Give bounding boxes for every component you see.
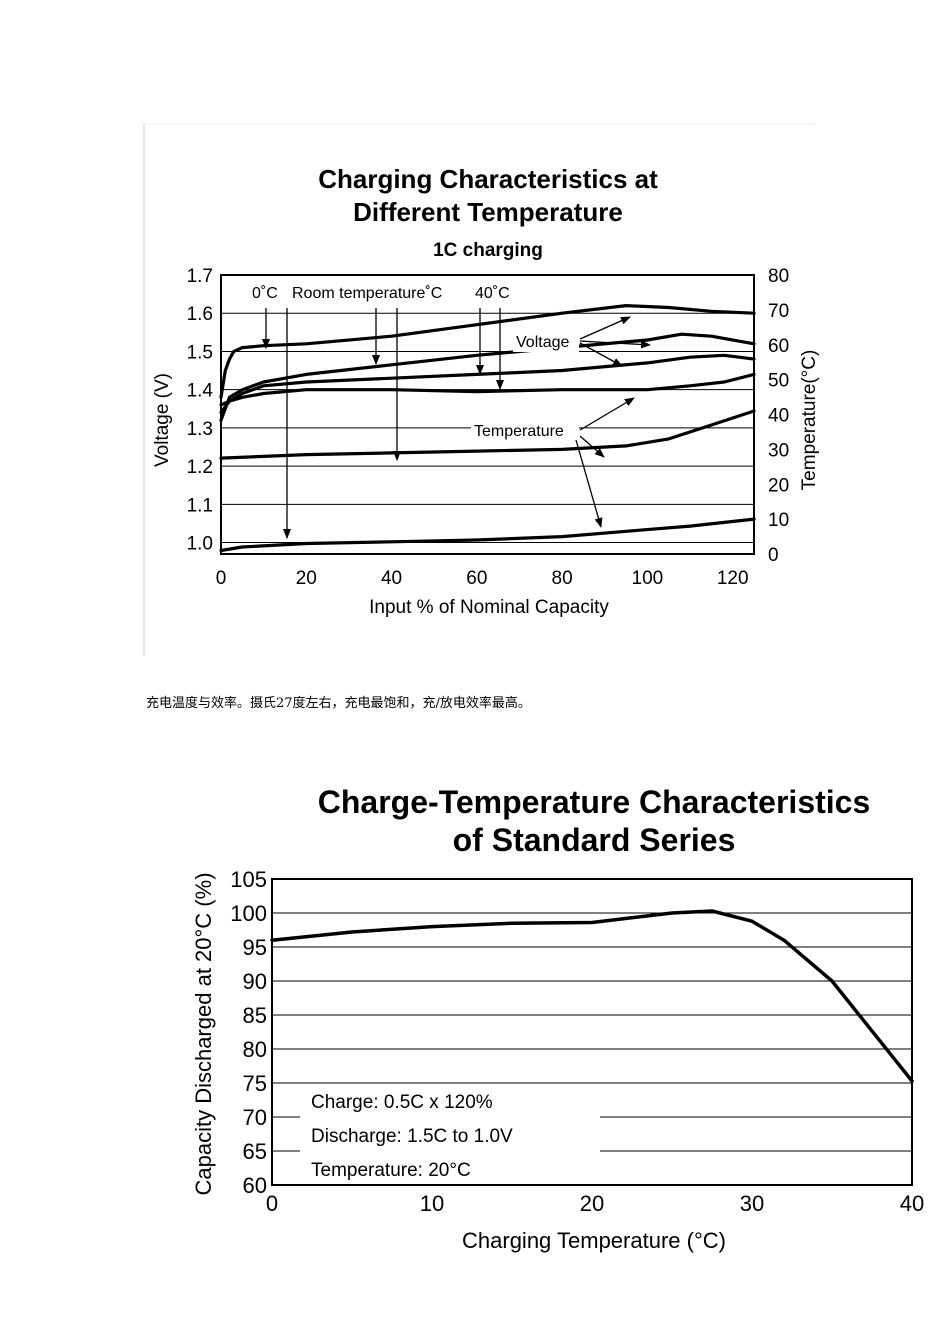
annotation-room-temp: Room temperature˚C xyxy=(292,285,442,302)
chart2-series-group xyxy=(270,909,914,1083)
chart2-legend-entry: Temperature: 20°C xyxy=(311,1160,471,1181)
annotation-40c: 40˚C xyxy=(475,285,510,302)
arrow-temperature-1 xyxy=(579,397,635,431)
chart1-plot-area xyxy=(220,274,755,555)
chart1-y-tick-label: 1.0 xyxy=(187,534,213,555)
arrow-temperature-2 xyxy=(579,435,605,458)
chart2-y-axis: 105 100 95 90 85 80 75 70 65 60 xyxy=(230,867,267,1198)
chart2-y-tick-label: 65 xyxy=(243,1139,267,1164)
chart1-series-line-2 xyxy=(219,353,756,415)
chart1-series-line-5 xyxy=(219,517,756,553)
chart1-x-tick-label: 60 xyxy=(466,568,487,589)
chart1-y2-tick-label: 10 xyxy=(768,510,789,531)
chart1-y-tick-label: 1.7 xyxy=(187,266,213,287)
chart2-y-tick-label: 80 xyxy=(243,1037,267,1062)
chart1-series-group xyxy=(219,304,756,553)
chart2-y-tick-label: 95 xyxy=(243,935,267,960)
chart2-title-line2: of Standard Series xyxy=(453,822,736,858)
chart1-x-axis-label: Input % of Nominal Capacity xyxy=(369,597,609,618)
chart2-y-tick-label: 90 xyxy=(243,969,267,994)
chart2-y-tick-label: 70 xyxy=(243,1105,267,1130)
chart1-y2-tick-label: 20 xyxy=(768,475,789,496)
chart2-x-tick-label: 30 xyxy=(740,1191,764,1216)
annotation-0c: 0˚C xyxy=(252,285,278,302)
chart1-y2-axis-label: Temperature(°C) xyxy=(799,350,820,491)
chart2-y-axis-label: Capacity Discharged at 20°C (%) xyxy=(191,872,216,1195)
chart2-y-tick-label: 100 xyxy=(230,901,267,926)
chart1-y-axis-label: Voltage (V) xyxy=(152,373,173,467)
chart2-y-tick-label: 60 xyxy=(243,1173,267,1198)
chart-caption: 充电温度与效率。摄氏27度左右，充电最饱和，充/放电效率最高。 xyxy=(146,696,531,711)
chart1-y-tick-label: 1.5 xyxy=(187,342,213,363)
chart1-y-tick-label: 1.1 xyxy=(187,495,213,516)
chart2-x-axis-label: Charging Temperature (°C) xyxy=(462,1228,726,1253)
chart1-series-line-3 xyxy=(219,372,756,407)
chart1-y-tick-label: 1.3 xyxy=(187,419,213,440)
annotation-voltage: Voltage xyxy=(516,334,569,351)
chart1-y2-tick-label: 70 xyxy=(768,301,789,322)
chart2-y-tick-label: 105 xyxy=(230,867,267,892)
arrow-voltage-2 xyxy=(579,340,651,349)
chart1-y-tick-label: 1.6 xyxy=(187,304,213,325)
annotation-temperature: Temperature xyxy=(474,423,564,440)
chart1-x-tick-label: 120 xyxy=(717,568,749,589)
chart1-y2-tick-label: 80 xyxy=(768,266,789,287)
chart2-x-tick-label: 40 xyxy=(900,1191,924,1216)
chart1-subtitle: 1C charging xyxy=(433,240,543,261)
chart1-y2-tick-label: 30 xyxy=(768,440,789,461)
chart1-gridlines xyxy=(221,274,754,544)
chart1-title-line2: Different Temperature xyxy=(353,197,623,227)
chart2-x-tick-label: 10 xyxy=(420,1191,444,1216)
chart1-x-tick-label: 20 xyxy=(296,568,317,589)
chart1-y-tick-label: 1.4 xyxy=(187,381,214,402)
chart1-x-tick-label: 80 xyxy=(552,568,573,589)
arrow-temperature-3 xyxy=(575,439,603,528)
voltage-temperature-chart: Charging Characteristics at Different Te… xyxy=(143,123,820,656)
chart1-series-line-1 xyxy=(219,332,756,422)
chart2-y-tick-label: 85 xyxy=(243,1003,267,1028)
annotation-label-bg xyxy=(248,282,520,302)
chart2-legend-entry: Discharge: 1.5C to 1.0V xyxy=(311,1126,513,1147)
chart1-y2-axis: 80 70 60 50 40 30 20 10 0 xyxy=(768,266,789,566)
chart1-y-tick-label: 1.2 xyxy=(187,457,213,478)
voltage-label-bg xyxy=(513,332,579,352)
chart2-plot-area xyxy=(271,878,913,1186)
chart2-series-line-0 xyxy=(270,909,914,1083)
chart2-legend-entry: Charge: 0.5C x 120% xyxy=(311,1092,493,1113)
chart2-x-tick-label: 0 xyxy=(266,1191,278,1216)
chart1-y2-tick-label: 60 xyxy=(768,336,789,357)
chart2-x-axis: 0 10 20 30 40 xyxy=(266,1191,924,1216)
chart1-x-tick-label: 100 xyxy=(632,568,664,589)
chart1-y-axis: 1.7 1.6 1.5 1.4 1.3 1.2 1.1 1.0 xyxy=(187,266,214,555)
chart1-series-line-4 xyxy=(219,409,756,460)
chart1-series-line-0 xyxy=(219,304,756,399)
chart1-x-tick-label: 40 xyxy=(381,568,402,589)
chart2-title: Charge-Temperature Characteristics xyxy=(318,784,871,820)
chart1-title: Charging Characteristics at xyxy=(318,164,658,194)
chart2-x-tick-label: 20 xyxy=(580,1191,604,1216)
chart1-y2-tick-label: 0 xyxy=(768,545,779,566)
chart1-x-axis: 0 20 40 60 80 100 120 xyxy=(216,568,749,589)
annotation-arrows xyxy=(262,308,651,539)
chart1-x-tick-label: 0 xyxy=(216,568,227,589)
chart2-y-tick-label: 75 xyxy=(243,1071,267,1096)
chart1-y2-tick-label: 40 xyxy=(768,406,789,427)
chart1-y2-tick-label: 50 xyxy=(768,371,789,392)
arrow-voltage-1 xyxy=(579,316,631,340)
chart2-legend-bg xyxy=(300,1084,600,1185)
temperature-label-bg xyxy=(471,421,579,441)
chart2-legend: Charge: 0.5C x 120% Discharge: 1.5C to 1.… xyxy=(311,1092,513,1181)
arrow-voltage-3 xyxy=(579,342,623,367)
chart2-gridlines xyxy=(272,878,912,1186)
